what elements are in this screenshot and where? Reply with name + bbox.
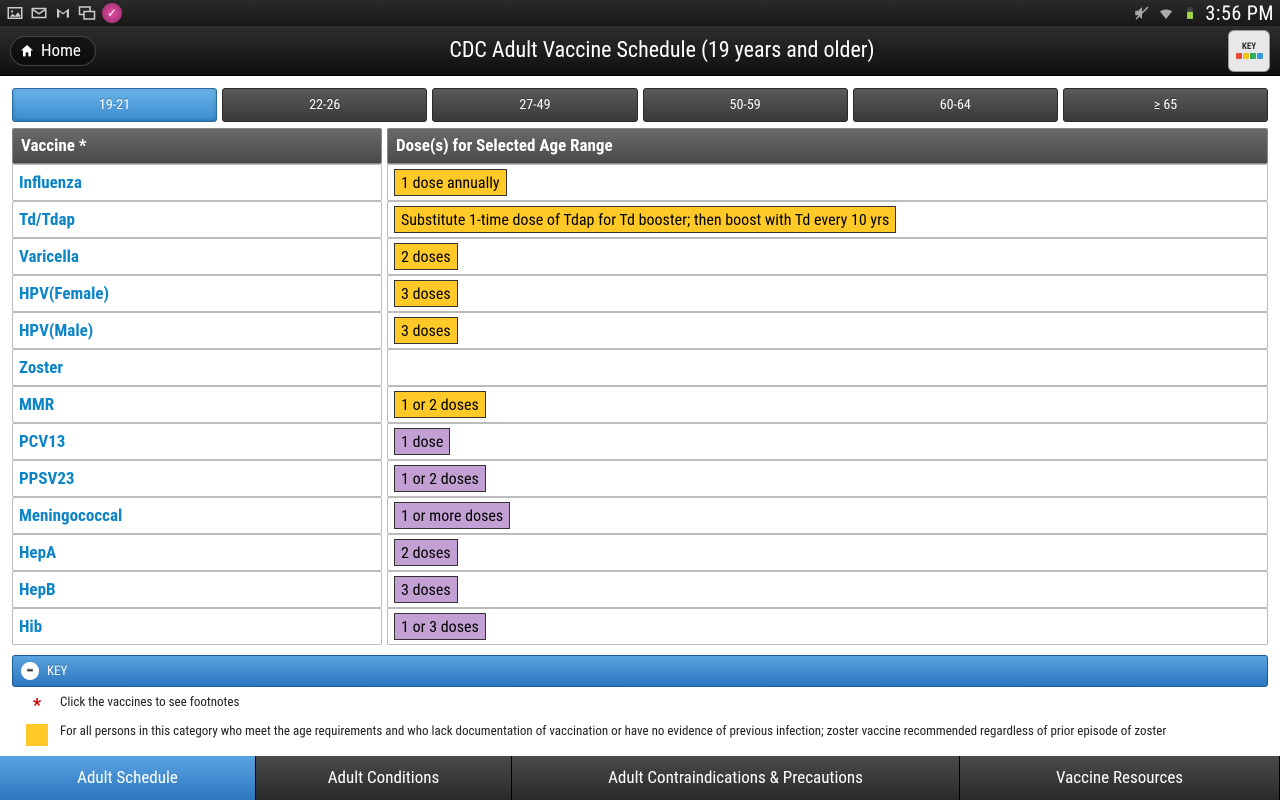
dose-badge: 1 dose annually	[394, 169, 507, 196]
vaccine-cell: MMR	[12, 386, 382, 423]
bottom-tab-2[interactable]: Adult Contraindications & Precautions	[512, 756, 960, 800]
key-yellow-text: For all persons in this category who mee…	[60, 724, 1166, 741]
vaccine-cell: Zoster	[12, 349, 382, 386]
dose-badge: 1 or 3 doses	[394, 613, 486, 640]
vaccine-link[interactable]: PCV13	[19, 432, 65, 452]
vaccine-cell: HPV(Male)	[12, 312, 382, 349]
dose-badge: 1 or more doses	[394, 502, 510, 529]
app-badge-icon: ✓	[102, 3, 122, 23]
dose-badge: 3 doses	[394, 576, 458, 603]
clock: 3:56 PM	[1205, 1, 1274, 25]
vaccine-link[interactable]: PPSV23	[19, 469, 75, 489]
home-label: Home	[41, 41, 81, 61]
vaccine-link[interactable]: Influenza	[19, 173, 82, 193]
bottom-tabs: Adult ScheduleAdult ConditionsAdult Cont…	[0, 756, 1280, 800]
vaccine-link[interactable]: MMR	[19, 395, 54, 415]
battery-icon	[1181, 4, 1199, 22]
age-tab-3[interactable]: 50-59	[643, 88, 848, 122]
key-dots-icon	[1236, 53, 1263, 59]
dose-header: Dose(s) for Selected Age Range	[387, 128, 1268, 164]
vaccine-link[interactable]: HepB	[19, 580, 56, 600]
vaccine-cell: HepB	[12, 571, 382, 608]
status-bar: ✓ 3:56 PM	[0, 0, 1280, 26]
dose-cell: Substitute 1-time dose of Tdap for Td bo…	[387, 201, 1268, 238]
schedule-grid: Vaccine * Influenza Td/Tdap Varicella HPV(F…	[12, 128, 1268, 645]
collapse-icon: −	[21, 662, 39, 680]
dose-column: Dose(s) for Selected Age Range 1 dose an…	[387, 128, 1268, 645]
wifi-icon	[1157, 4, 1175, 22]
home-icon	[19, 43, 35, 59]
vaccine-cell: Influenza	[12, 164, 382, 201]
bottom-tab-0[interactable]: Adult Schedule	[0, 756, 256, 800]
mail-icon	[30, 4, 48, 22]
vaccine-link[interactable]: Varicella	[19, 247, 79, 267]
key-button[interactable]: KEY	[1228, 30, 1270, 72]
vaccine-header: Vaccine *	[12, 128, 382, 164]
key-row-star: * Click the vaccines to see footnotes	[26, 695, 1258, 716]
status-bar-left: ✓	[6, 3, 122, 23]
key-button-label: KEY	[1242, 42, 1256, 52]
vaccine-cell: Td/Tdap	[12, 201, 382, 238]
dose-badge: 3 doses	[394, 280, 458, 307]
dose-badge: 1 or 2 doses	[394, 391, 486, 418]
vaccine-cell: Meningococcal	[12, 497, 382, 534]
dose-cell: 1 or more doses	[387, 497, 1268, 534]
asterisk-icon: *	[26, 695, 48, 716]
bottom-tab-3[interactable]: Vaccine Resources	[960, 756, 1280, 800]
vaccine-link[interactable]: HPV(Male)	[19, 321, 93, 341]
age-tab-2[interactable]: 27-49	[432, 88, 637, 122]
key-section-header[interactable]: − KEY	[12, 655, 1268, 687]
vaccine-cell: Varicella	[12, 238, 382, 275]
key-row-yellow: For all persons in this category who mee…	[26, 724, 1258, 746]
dose-cell: 3 doses	[387, 312, 1268, 349]
vaccine-link[interactable]: HPV(Female)	[19, 284, 109, 304]
screens-icon	[78, 4, 96, 22]
page-title: CDC Adult Vaccine Schedule (19 years and…	[96, 38, 1228, 63]
yellow-swatch	[26, 724, 48, 746]
dose-cell: 2 doses	[387, 534, 1268, 571]
dose-cell: 1 or 2 doses	[387, 460, 1268, 497]
dose-badge: 1 dose	[394, 428, 450, 455]
vaccine-column: Vaccine * Influenza Td/Tdap Varicella HPV(F…	[12, 128, 382, 645]
vaccine-link[interactable]: Meningococcal	[19, 506, 122, 526]
dose-cell: 1 or 3 doses	[387, 608, 1268, 645]
vaccine-cell: HPV(Female)	[12, 275, 382, 312]
age-tab-0[interactable]: 19-21	[12, 88, 217, 122]
age-tabs: 19-2122-2627-4950-5960-64≥ 65	[12, 88, 1268, 122]
dose-badge: 2 doses	[394, 539, 458, 566]
dose-cell: 3 doses	[387, 571, 1268, 608]
dose-cell	[387, 349, 1268, 386]
vaccine-link[interactable]: HepA	[19, 543, 56, 563]
vaccine-cell: PPSV23	[12, 460, 382, 497]
age-tab-1[interactable]: 22-26	[222, 88, 427, 122]
age-tab-4[interactable]: 60-64	[853, 88, 1058, 122]
app-bar: Home CDC Adult Vaccine Schedule (19 year…	[0, 26, 1280, 76]
gallery-icon	[6, 4, 24, 22]
dose-badge: Substitute 1-time dose of Tdap for Td bo…	[394, 206, 896, 233]
content-area: 19-2122-2627-4950-5960-64≥ 65 Vaccine * …	[0, 76, 1280, 756]
age-tab-5[interactable]: ≥ 65	[1063, 88, 1268, 122]
vaccine-link[interactable]: Td/Tdap	[19, 210, 75, 230]
dose-cell: 1 dose	[387, 423, 1268, 460]
dose-cell: 2 doses	[387, 238, 1268, 275]
vaccine-link[interactable]: Zoster	[19, 358, 63, 378]
dose-cell: 1 or 2 doses	[387, 386, 1268, 423]
bottom-tab-1[interactable]: Adult Conditions	[256, 756, 512, 800]
dose-cell: 3 doses	[387, 275, 1268, 312]
status-bar-right: 3:56 PM	[1133, 1, 1274, 25]
mute-icon	[1133, 4, 1151, 22]
vaccine-cell: HepA	[12, 534, 382, 571]
vaccine-cell: Hib	[12, 608, 382, 645]
dose-badge: 3 doses	[394, 317, 458, 344]
key-star-text: Click the vaccines to see footnotes	[60, 695, 239, 710]
dose-badge: 1 or 2 doses	[394, 465, 486, 492]
vaccine-link[interactable]: Hib	[19, 617, 42, 637]
key-title: KEY	[47, 664, 67, 679]
gmail-icon	[54, 4, 72, 22]
key-section-body: * Click the vaccines to see footnotes Fo…	[12, 687, 1268, 746]
vaccine-cell: PCV13	[12, 423, 382, 460]
dose-badge: 2 doses	[394, 243, 458, 270]
home-button[interactable]: Home	[10, 36, 96, 66]
dose-cell: 1 dose annually	[387, 164, 1268, 201]
